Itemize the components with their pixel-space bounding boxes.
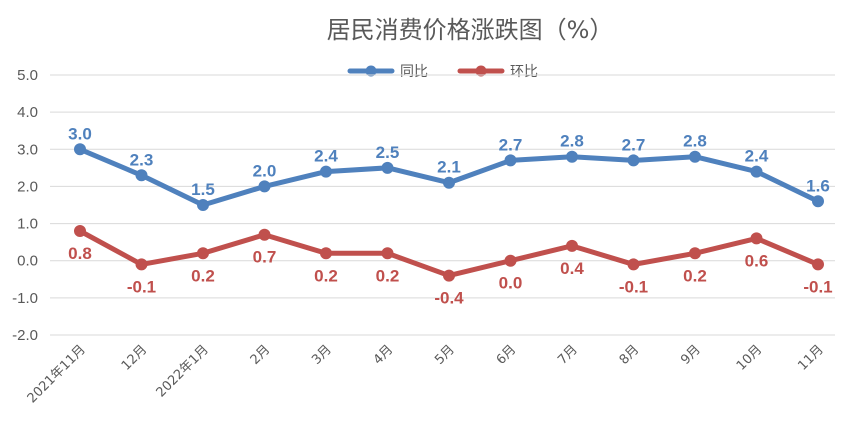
data-point — [750, 165, 763, 178]
data-label: 2.8 — [683, 132, 707, 151]
x-tick-label: 7月 — [555, 342, 581, 368]
data-point — [689, 247, 701, 260]
x-tick-label: 2022年1月 — [154, 342, 212, 400]
legend-label: 同比 — [400, 64, 428, 80]
x-tick-label: 12月 — [119, 342, 150, 373]
data-point — [135, 258, 148, 271]
y-tick-label: -2.0 — [12, 327, 38, 344]
data-label: 1.6 — [806, 176, 830, 195]
y-tick-label: 2.0 — [17, 178, 38, 195]
data-point — [443, 176, 455, 189]
x-axis-ticks: 2021年11月 12月 2022年1月 2月 3月 4月 5月 6月 7月 8月 9月 10月 11月 — [25, 342, 827, 406]
data-label: 2.1 — [437, 158, 461, 177]
data-label: 2.7 — [499, 135, 523, 154]
data-label: 0.7 — [253, 248, 277, 267]
data-point — [812, 195, 824, 208]
data-label: 0.0 — [499, 274, 523, 293]
data-label: -0.4 — [434, 289, 464, 308]
data-label: -0.1 — [619, 277, 648, 296]
legend-swatch-marker — [365, 65, 377, 77]
y-tick-label: 3.0 — [17, 141, 38, 158]
legend: 同比 环比 — [347, 64, 538, 80]
data-label: 0.4 — [560, 259, 584, 278]
data-point — [689, 150, 701, 163]
data-point — [566, 239, 578, 252]
data-point — [627, 154, 640, 167]
data-labels-layer: 3.0 2.3 1.5 2.0 2.4 2.5 2.1 2.7 2.8 2.7 2.8 2.4 1.6 0… — [68, 124, 832, 307]
data-point — [320, 165, 332, 178]
legend-label: 环比 — [510, 64, 538, 80]
data-label: 2.0 — [253, 161, 277, 180]
data-point — [504, 254, 517, 267]
data-label: 2.3 — [130, 150, 154, 169]
data-point — [750, 232, 763, 245]
series-layer — [74, 143, 824, 282]
data-point — [443, 269, 455, 282]
gridlines — [50, 74, 835, 336]
y-axis-ticks: -2.0 -1.0 0.0 1.0 2.0 3.0 4.0 5.0 — [12, 67, 38, 344]
x-tick-label: 5月 — [432, 342, 458, 368]
legend-swatch-marker — [475, 65, 487, 77]
data-point — [197, 247, 209, 260]
data-point — [197, 199, 209, 211]
data-label: 0.6 — [745, 251, 769, 270]
y-tick-label: 0.0 — [17, 253, 38, 270]
data-label: -0.1 — [803, 277, 832, 296]
data-point — [812, 258, 824, 271]
y-tick-label: -1.0 — [12, 290, 38, 307]
data-point — [74, 143, 86, 156]
x-tick-label: 4月 — [371, 342, 397, 368]
data-label: 3.0 — [68, 124, 92, 143]
data-point — [320, 247, 332, 260]
x-tick-label: 3月 — [309, 342, 335, 368]
data-label: 2.4 — [745, 147, 769, 166]
x-tick-label: 10月 — [734, 342, 765, 373]
chart-title: 居民消费价格涨跌图（%） — [327, 16, 614, 44]
x-tick-label: 6月 — [494, 342, 520, 368]
x-tick-label: 8月 — [617, 342, 643, 368]
data-label: 2.4 — [314, 147, 338, 166]
data-point — [258, 228, 271, 241]
data-point — [381, 161, 394, 174]
data-label: 0.2 — [191, 266, 215, 285]
data-label: 0.2 — [683, 266, 707, 285]
y-tick-label: 5.0 — [17, 67, 38, 84]
data-label: 2.7 — [622, 135, 646, 154]
data-point — [258, 180, 271, 193]
data-point — [135, 169, 148, 182]
data-label: 2.5 — [376, 143, 400, 162]
data-label: 0.8 — [68, 244, 92, 263]
data-point — [504, 154, 517, 167]
data-label: 0.2 — [376, 266, 400, 285]
y-tick-label: 4.0 — [17, 104, 38, 121]
data-point — [74, 225, 86, 237]
data-label: -0.1 — [127, 277, 156, 296]
x-tick-label: 11月 — [795, 342, 826, 373]
data-point — [566, 150, 578, 163]
y-tick-label: 1.0 — [17, 216, 38, 233]
x-tick-label: 2月 — [248, 342, 274, 368]
data-point — [381, 247, 394, 260]
data-label: 1.5 — [191, 180, 215, 199]
x-tick-label: 2021年11月 — [25, 342, 89, 406]
data-label: 0.2 — [314, 266, 338, 285]
data-label: 2.8 — [560, 132, 584, 151]
data-point — [627, 258, 640, 271]
x-tick-label: 9月 — [678, 342, 704, 368]
